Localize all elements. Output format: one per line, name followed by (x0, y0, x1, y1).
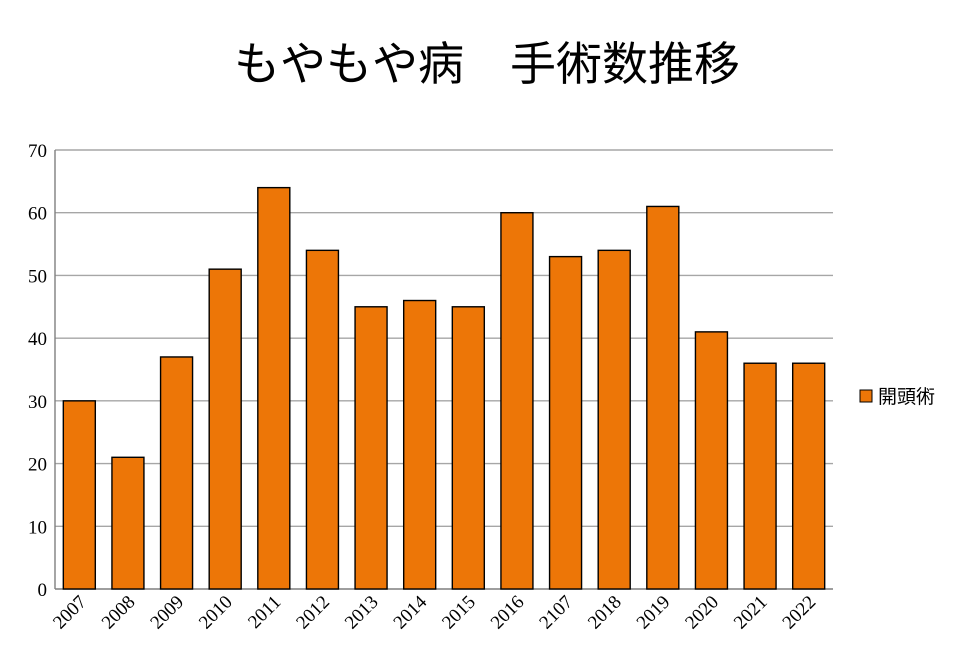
x-tick-label: 2022 (779, 592, 821, 634)
bar (257, 186, 291, 590)
bar (159, 356, 194, 590)
legend-label: 開頭術 (878, 386, 935, 408)
bar (62, 400, 97, 590)
x-tick-label: 2008 (98, 592, 140, 634)
bar (743, 362, 777, 590)
bar (597, 249, 631, 590)
x-tick-label: 2018 (584, 592, 626, 634)
bar (354, 306, 388, 590)
bar (646, 205, 680, 590)
chart-title: もやもや病 手術数推移 (234, 37, 740, 91)
x-tick-label: 2021 (730, 592, 772, 634)
bar (548, 255, 583, 590)
x-tick-label: 2020 (681, 592, 723, 634)
x-tick-label: 2107 (535, 592, 577, 634)
x-tick-label: 2013 (341, 592, 383, 634)
x-tick-label: 2010 (195, 592, 237, 634)
bar (451, 306, 486, 590)
bar (500, 212, 534, 590)
y-tick-label: 10 (28, 517, 47, 538)
bar (791, 362, 826, 590)
x-tick-label: 2012 (292, 592, 334, 634)
x-tick-label: 2007 (49, 592, 91, 634)
x-axis-ticks: 2007 2008 2009 2010 2011 2012 2013 2014 2015 2016… (49, 591, 820, 633)
bar (208, 268, 242, 590)
y-tick-label: 0 (38, 580, 48, 601)
y-tick-label: 60 (28, 204, 47, 225)
y-axis-ticks: 0 10 20 30 40 50 60 70 (28, 141, 47, 601)
bar (402, 299, 437, 590)
y-tick-label: 50 (28, 266, 47, 287)
x-tick-label: 2011 (244, 592, 285, 633)
y-tick-label: 70 (28, 141, 47, 162)
bars (62, 186, 826, 590)
x-tick-label: 2019 (633, 592, 675, 634)
legend-swatch (859, 389, 873, 403)
legend: 開頭術 (859, 386, 935, 408)
bar (305, 249, 340, 590)
y-tick-label: 30 (28, 392, 47, 413)
y-tick-label: 20 (28, 455, 47, 476)
x-tick-label: 2009 (146, 592, 188, 634)
bar (111, 456, 145, 590)
x-tick-label: 2016 (487, 592, 529, 634)
x-tick-label: 2015 (438, 592, 480, 634)
bar (694, 331, 729, 590)
x-tick-label: 2014 (390, 591, 432, 633)
y-tick-label: 40 (28, 329, 47, 350)
